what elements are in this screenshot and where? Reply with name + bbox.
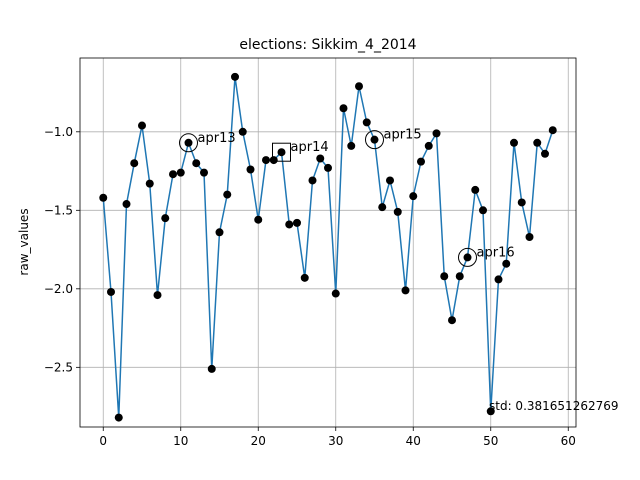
data-point (184, 138, 193, 147)
data-point (262, 156, 270, 165)
data-point (494, 275, 503, 284)
data-point (401, 286, 410, 295)
y-tick-label: −1.0 (44, 125, 73, 139)
data-point (277, 148, 286, 157)
data-point (471, 185, 480, 194)
x-tick-label: 0 (99, 434, 107, 448)
data-point (386, 176, 394, 185)
data-point (432, 129, 441, 138)
data-point (347, 141, 356, 150)
y-axis-label: raw_values (17, 208, 31, 275)
axis-ticks: 0 10 20 30 40 50 60 −2.5 −2.0 −1.5 −1.0 (44, 125, 576, 448)
data-point (548, 126, 557, 135)
data-point (455, 272, 464, 281)
data-point (324, 163, 332, 172)
data-point (479, 206, 487, 215)
x-tick-label: 40 (406, 434, 421, 448)
data-point (510, 138, 518, 147)
data-point (269, 156, 278, 165)
annotation-label: apr15 (384, 128, 422, 143)
annotation-circle-marker (179, 133, 198, 153)
data-point (370, 135, 379, 144)
data-point (517, 198, 526, 207)
data-point (138, 121, 146, 130)
data-point (533, 138, 542, 147)
axes-frame (79, 57, 577, 428)
data-point (502, 259, 511, 268)
data-point (378, 203, 387, 212)
annotation-label: apr16 (477, 245, 515, 260)
grid (80, 58, 576, 427)
data-point (331, 289, 340, 298)
data-point (355, 82, 363, 91)
data-point (463, 253, 472, 262)
data-point (541, 149, 549, 158)
data-point (176, 168, 185, 177)
series-layer (99, 72, 557, 422)
data-point (153, 291, 162, 300)
data-point (339, 104, 348, 113)
std-annotation: std: 0.381651262769 (489, 399, 619, 413)
x-tick-label: 60 (561, 434, 576, 448)
data-point (223, 190, 232, 199)
data-point (215, 228, 224, 237)
x-tick-label: 20 (251, 434, 266, 448)
data-point (285, 220, 294, 229)
data-point (238, 127, 247, 136)
annotation-square-marker (272, 142, 291, 162)
data-point (440, 272, 449, 281)
data-point (293, 218, 301, 227)
annotations: apr13 apr14 apr15 apr16 (179, 128, 515, 267)
data-point (107, 287, 115, 296)
data-point (161, 214, 170, 223)
data-point (409, 192, 418, 201)
data-point (393, 207, 402, 216)
data-point (192, 159, 201, 168)
data-point (448, 316, 456, 325)
x-tick-label: 30 (328, 434, 343, 448)
data-point (145, 179, 154, 188)
y-tick-label: −2.5 (44, 360, 73, 374)
data-point (254, 215, 263, 224)
data-point (424, 141, 433, 150)
y-tick-label: −1.5 (44, 203, 73, 217)
chart-title: elections: Sikkim_4_2014 (239, 37, 416, 53)
data-point (169, 170, 177, 179)
data-point (231, 72, 239, 81)
x-tick-label: 50 (483, 434, 498, 448)
data-point (417, 157, 425, 166)
data-point (114, 413, 123, 422)
data-point (207, 364, 216, 373)
data-point (316, 154, 325, 163)
data-point (308, 176, 317, 185)
data-point (99, 193, 108, 202)
annotation-label: apr13 (198, 131, 236, 146)
data-point (486, 407, 495, 416)
data-point (362, 118, 371, 127)
annotation-circle-marker (458, 247, 477, 267)
data-point (130, 159, 139, 168)
data-point (300, 273, 309, 282)
data-point (122, 200, 131, 209)
annotation-label: apr14 (291, 140, 329, 155)
data-point (525, 233, 534, 242)
y-tick-label: −2.0 (44, 282, 73, 296)
annotation-circle-marker (365, 130, 384, 150)
x-tick-label: 10 (173, 434, 188, 448)
data-point (246, 165, 255, 174)
data-point (200, 168, 208, 177)
